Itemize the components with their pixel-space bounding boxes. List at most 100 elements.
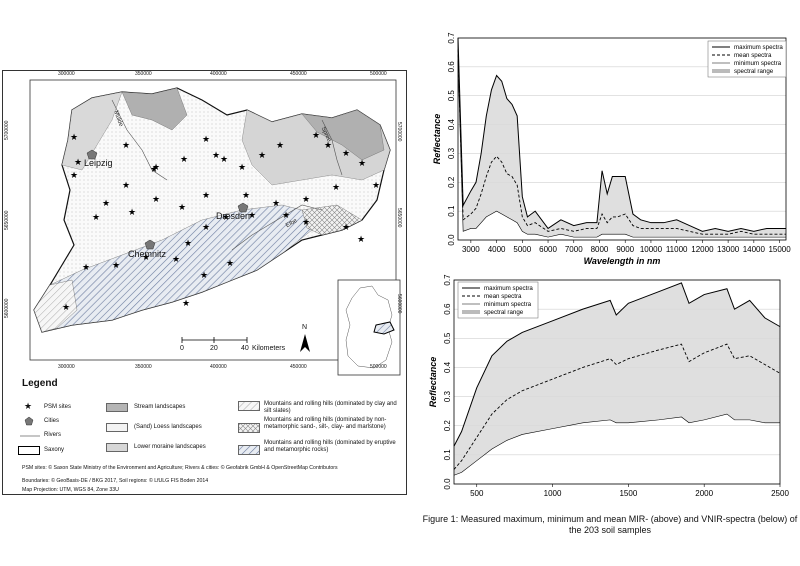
svg-text:★: ★	[122, 141, 130, 151]
plot-frame	[453, 279, 781, 485]
legend-label: minimum spectra	[484, 301, 532, 308]
credits-line-1: PSM sites: © Saxon State Ministry of the…	[22, 465, 338, 471]
y-tick-label: 0.2	[443, 420, 452, 432]
svg-text:★: ★	[202, 135, 210, 145]
svg-text:★: ★	[150, 165, 158, 175]
line-icon	[20, 435, 40, 437]
x-tick-label: 11000	[666, 245, 688, 254]
svg-text:★: ★	[70, 133, 78, 143]
svg-text:★: ★	[212, 151, 220, 161]
svg-text:★: ★	[202, 191, 210, 201]
svg-text:★: ★	[102, 199, 110, 209]
map-tick-bottom-3: 400000	[210, 364, 227, 370]
legend-label: mean spectra	[484, 293, 522, 300]
y-tick-label: 0.2	[447, 176, 456, 188]
legend-item-psm-sites: PSM sites	[44, 404, 72, 410]
city-label-chemnitz: Chemnitz	[128, 249, 167, 259]
y-tick-label: 0.3	[443, 390, 452, 402]
legend-item-rivers: Rivers	[44, 432, 62, 438]
map-tick-bottom-2: 350000	[135, 364, 152, 370]
star-icon: ★	[24, 402, 33, 412]
map-tick-left-3: 5600000	[4, 298, 10, 318]
svg-text:★: ★	[202, 223, 210, 233]
svg-text:★: ★	[178, 203, 186, 213]
svg-text:★: ★	[222, 213, 230, 223]
x-tick-label: 12000	[691, 245, 714, 254]
svg-text:★: ★	[220, 155, 228, 165]
legend-item-cities: Cities	[44, 418, 60, 424]
svg-text:★: ★	[342, 223, 350, 233]
svg-text:★: ★	[172, 255, 180, 265]
maximum-spectra-line	[457, 37, 786, 232]
map-tick-left-2: 5650000	[4, 210, 10, 230]
map-tick-top-4: 450000	[290, 71, 307, 77]
spectral-range-area	[454, 282, 780, 476]
legend-item-sandstone: Mountains and rolling hills (dominated b…	[264, 417, 387, 430]
svg-text:★: ★	[92, 213, 100, 223]
svg-text:★: ★	[226, 259, 234, 269]
svg-text:★: ★	[276, 141, 284, 151]
legend-item-stream: Stream landscapes	[134, 404, 186, 410]
scalebar-unit: Kilometers	[252, 345, 286, 352]
map-tick-top-1: 300000	[58, 71, 75, 77]
svg-text:★: ★	[302, 195, 310, 205]
saxony-map: ★★★ ★★★ ★★ ★ ★★★ ★★★ ★★★ ★★★ ★★★ ★★★ ★★ ★ …	[29, 79, 401, 376]
svg-text:★: ★	[128, 208, 136, 218]
svg-text:★: ★	[332, 183, 340, 193]
y-tick-label: 0.4	[447, 118, 456, 130]
map-tick-right-3: 5600000	[396, 294, 402, 314]
legend-swatch-loess	[106, 423, 128, 432]
legend-label: spectral range	[484, 309, 524, 316]
svg-text:★: ★	[182, 299, 190, 309]
city-label-dresden: Dresden	[216, 211, 251, 221]
svg-text:★: ★	[82, 263, 90, 273]
legend-item-eruptive: Mountains and rolling hills (dominated b…	[264, 440, 396, 453]
scalebar-tick-0: 0	[180, 345, 184, 352]
map-tick-right-1: 5700000	[396, 122, 402, 142]
y-tick-label: 0.4	[443, 361, 452, 373]
y-tick-label: 0.1	[447, 205, 456, 217]
y-tick-label: 0.3	[447, 147, 456, 159]
x-tick-label: 3000	[462, 245, 480, 254]
x-tick-label: 9000	[616, 245, 634, 254]
city-marker-dresden	[237, 202, 249, 213]
svg-text:★: ★	[357, 235, 365, 245]
spectral-range-area	[458, 38, 786, 238]
city-marker-chemnitz	[144, 239, 156, 250]
x-tick-label: 2000	[695, 489, 713, 498]
x-tick-label: 4000	[488, 245, 506, 254]
legend-label: spectral range	[734, 68, 774, 75]
svg-text:★: ★	[248, 211, 256, 221]
pentagon-icon	[24, 416, 34, 426]
svg-text:★: ★	[302, 218, 310, 228]
x-tick-label: 1500	[619, 489, 637, 498]
svg-text:★: ★	[358, 159, 366, 169]
scalebar-tick-40: 40	[241, 345, 249, 352]
mean-spectra-line	[453, 343, 781, 470]
mean-spectra-line	[457, 49, 786, 235]
svg-text:★: ★	[180, 155, 188, 165]
map-tick-top-3: 400000	[210, 71, 227, 77]
credits-line-3: Map Projection: UTM, WGS 84, Zone 33U	[22, 487, 119, 493]
legend-label: maximum spectra	[734, 44, 783, 51]
scalebar-tick-20: 20	[210, 345, 218, 352]
city-marker-leipzig	[86, 149, 98, 160]
svg-text:★: ★	[372, 181, 380, 191]
map-tick-bottom-5: 500000	[370, 364, 387, 370]
x-tick-label: 13000	[717, 245, 740, 254]
svg-text:★: ★	[200, 271, 208, 281]
svg-text:★: ★	[152, 163, 160, 173]
map-tick-bottom-4: 450000	[290, 364, 307, 370]
svg-text:★: ★	[184, 239, 192, 249]
legend-title: Legend	[22, 378, 58, 389]
y-tick-label: 0.7	[443, 274, 452, 286]
outline-box-icon	[18, 446, 40, 455]
x-tick-label: 6000	[539, 245, 557, 254]
plot-frame	[457, 37, 787, 241]
legend-pattern-swatches	[238, 401, 260, 455]
north-arrow-label: N	[302, 324, 308, 331]
legend-label: maximum spectra	[484, 285, 533, 292]
minimum-spectra-line	[453, 413, 780, 476]
svg-text:★: ★	[62, 303, 70, 313]
svg-text:★: ★	[152, 195, 160, 205]
